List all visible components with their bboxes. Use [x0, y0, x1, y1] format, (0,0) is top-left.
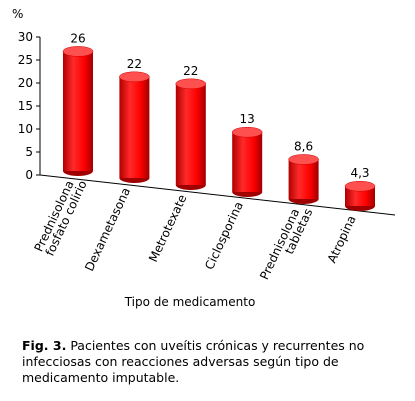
x-axis-label: Tipo de medicamento	[124, 295, 256, 309]
cylinder	[288, 154, 319, 204]
cylinder	[175, 78, 207, 190]
y-tick-label: 10	[18, 122, 33, 136]
cylinder	[344, 180, 376, 211]
bar	[345, 186, 375, 206]
cylinder	[119, 71, 150, 183]
bar	[288, 159, 319, 199]
x-axis	[39, 174, 396, 216]
y-tick-label: 0	[25, 168, 33, 182]
bar	[119, 76, 150, 178]
value-label: 8,6	[294, 139, 313, 153]
cylinder	[62, 46, 94, 176]
caption-text: Pacientes con uveítis crónicas y recurre…	[22, 338, 365, 385]
value-label: 22	[127, 57, 142, 71]
bar	[232, 132, 263, 192]
cylinder-top	[62, 46, 94, 57]
value-label: 26	[70, 31, 85, 45]
caption-label: Fig. 3.	[22, 338, 67, 353]
caption: Fig. 3. Pacientes con uveítis crónicas y …	[22, 338, 392, 386]
value-label: 22	[183, 64, 198, 78]
value-label: 4,3	[350, 166, 369, 180]
x-tick-label: Dexametasona	[82, 185, 133, 273]
bar	[63, 51, 93, 171]
cylinder-top	[344, 180, 376, 192]
x-tick-label: Metrotexate	[146, 192, 189, 264]
y-tick-label: 15	[18, 99, 33, 113]
y-tick-label: 5	[25, 145, 33, 159]
value-label: 13	[240, 112, 255, 126]
x-tick-label: Atropina	[325, 213, 359, 265]
cylinder	[231, 126, 263, 197]
cylinder-top	[288, 154, 319, 165]
y-tick-label: 25	[18, 53, 33, 67]
y-tick-label: 20	[18, 76, 33, 90]
bar	[175, 83, 206, 185]
cylinder-top	[231, 126, 263, 138]
y-tick-label: 30	[18, 30, 33, 44]
cylinder-top	[119, 71, 150, 83]
y-axis-label: %	[12, 7, 23, 21]
cylinder-top	[175, 78, 207, 90]
x-tick-label: Ciclosporina	[202, 199, 246, 271]
